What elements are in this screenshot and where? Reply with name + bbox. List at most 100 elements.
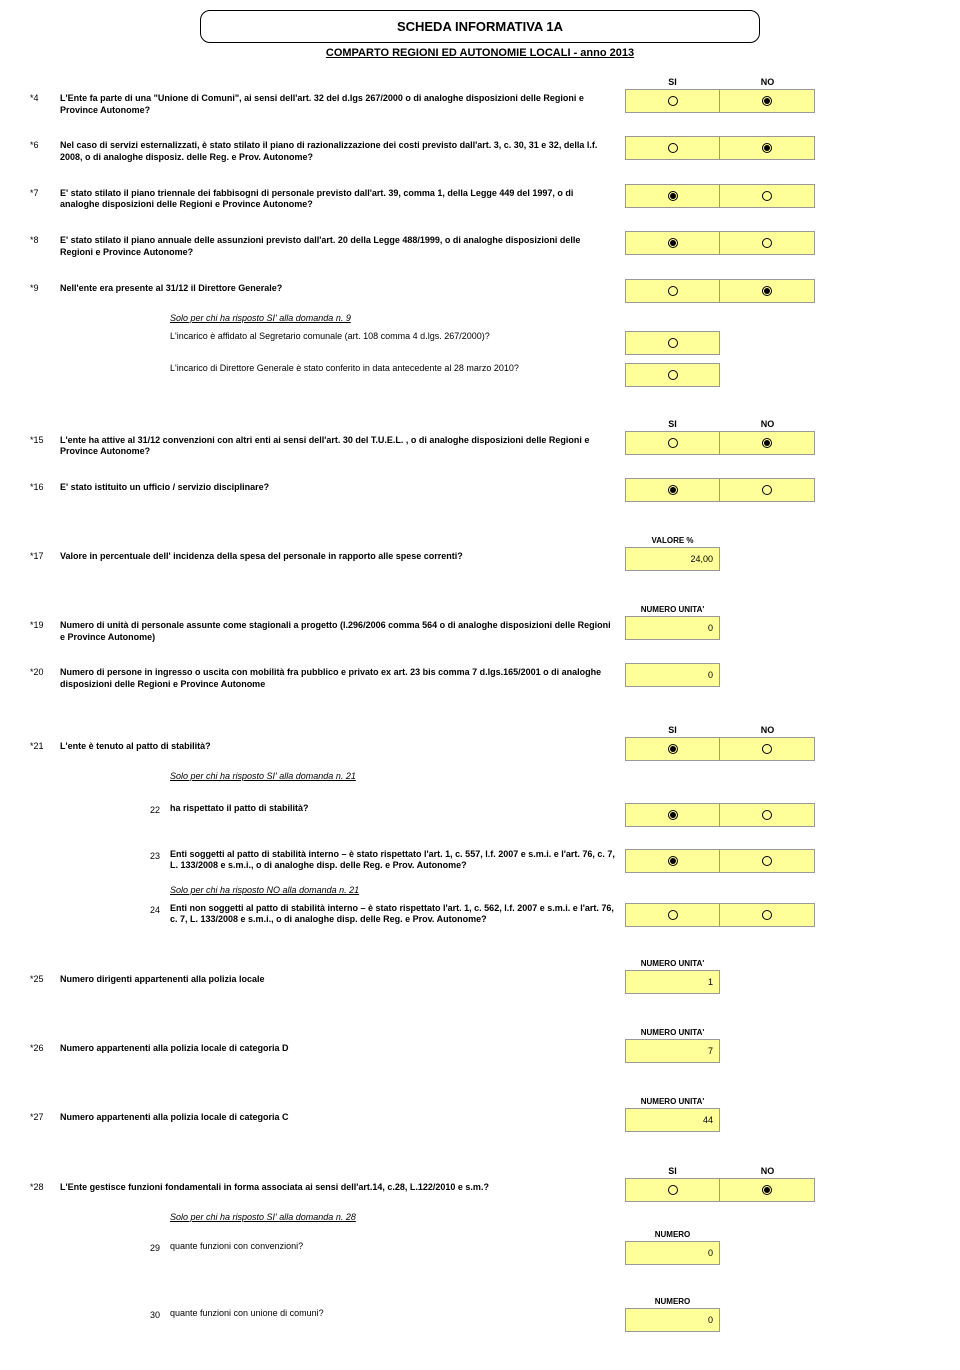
- q6-num: *6: [30, 136, 60, 150]
- question-16: *16 E' stato istituito un ufficio / serv…: [30, 478, 930, 502]
- header-numero: NUMERO: [625, 1230, 720, 1239]
- q25-text: Numero dirigenti appartenenti alla poliz…: [60, 970, 625, 986]
- header-numero-unita: NUMERO UNITA': [625, 959, 720, 968]
- radio-icon: [762, 191, 772, 201]
- q28-no-cell[interactable]: [720, 1178, 815, 1202]
- radio-icon: [668, 1185, 678, 1195]
- question-27: *27 Numero appartenenti alla polizia loc…: [30, 1108, 930, 1132]
- q23-no-cell[interactable]: [720, 849, 815, 873]
- q30-num: 30: [150, 1308, 170, 1332]
- q9-sub2-text: L'incarico di Direttore Generale è stato…: [170, 363, 625, 387]
- q20-num: *20: [30, 663, 60, 677]
- q23-num: 23: [150, 849, 170, 873]
- q7-text: E' stato stilato il piano triennale dei …: [60, 184, 625, 211]
- radio-icon: [668, 856, 678, 866]
- q29-value: 0: [625, 1241, 720, 1265]
- q4-no-cell[interactable]: [720, 89, 815, 113]
- q27-value: 44: [625, 1108, 720, 1132]
- q9-sub1-cell[interactable]: [625, 331, 720, 355]
- q24-si-cell[interactable]: [625, 903, 720, 927]
- q9-si-cell[interactable]: [625, 279, 720, 303]
- radio-icon: [762, 810, 772, 820]
- header-si: SI: [625, 77, 720, 87]
- q21-text: L'ente è tenuto al patto di stabilità?: [60, 737, 625, 753]
- q22-no-cell[interactable]: [720, 803, 815, 827]
- q22-text: ha rispettato il patto di stabilità?: [170, 803, 625, 827]
- header-si: SI: [625, 1166, 720, 1176]
- radio-icon: [668, 910, 678, 920]
- q9-sub2-cell[interactable]: [625, 363, 720, 387]
- q26-text: Numero appartenenti alla polizia locale …: [60, 1039, 625, 1055]
- q19-value: 0: [625, 616, 720, 640]
- q21-si-cell[interactable]: [625, 737, 720, 761]
- q27-text: Numero appartenenti alla polizia locale …: [60, 1108, 625, 1124]
- q15-si-cell[interactable]: [625, 431, 720, 455]
- q6-si-cell[interactable]: [625, 136, 720, 160]
- q20-value: 0: [625, 663, 720, 687]
- q4-si-cell[interactable]: [625, 89, 720, 113]
- radio-icon: [668, 744, 678, 754]
- header-numero: NUMERO: [625, 1297, 720, 1306]
- q15-text: L'ente ha attive al 31/12 convenzioni co…: [60, 431, 625, 458]
- q9-note: Solo per chi ha risposto SI' alla domand…: [170, 313, 930, 323]
- question-23: 23 Enti soggetti al patto di stabilità i…: [30, 849, 930, 873]
- q7-si-cell[interactable]: [625, 184, 720, 208]
- q15-num: *15: [30, 431, 60, 445]
- q15-no-cell[interactable]: [720, 431, 815, 455]
- q7-num: *7: [30, 184, 60, 198]
- doc-title: SCHEDA INFORMATIVA 1A: [200, 10, 760, 43]
- q24-no-cell[interactable]: [720, 903, 815, 927]
- question-21: *21 L'ente è tenuto al patto di stabilit…: [30, 737, 930, 761]
- header-si: SI: [625, 725, 720, 735]
- q9-sub2-row: L'incarico di Direttore Generale è stato…: [30, 363, 930, 387]
- q8-text: E' stato stilato il piano annuale delle …: [60, 231, 625, 258]
- q9-num: *9: [30, 279, 60, 293]
- q9-sub1-text: L'incarico è affidato al Segretario comu…: [170, 331, 625, 355]
- subtitle: COMPARTO REGIONI ED AUTONOMIE LOCALI - a…: [30, 47, 930, 59]
- q8-num: *8: [30, 231, 60, 245]
- q30-text: quante funzioni con unione di comuni?: [170, 1308, 625, 1332]
- radio-icon: [762, 143, 772, 153]
- q8-si-cell[interactable]: [625, 231, 720, 255]
- q28-si-cell[interactable]: [625, 1178, 720, 1202]
- q9-text: Nell'ente era presente al 31/12 il Diret…: [60, 279, 625, 295]
- question-25: *25 Numero dirigenti appartenenti alla p…: [30, 970, 930, 994]
- q29-num: 29: [150, 1241, 170, 1265]
- q21-note-no: Solo per chi ha risposto NO alla domanda…: [170, 885, 930, 895]
- q16-num: *16: [30, 478, 60, 492]
- radio-icon: [762, 238, 772, 248]
- question-28: *28 L'Ente gestisce funzioni fondamental…: [30, 1178, 930, 1202]
- q22-si-cell[interactable]: [625, 803, 720, 827]
- radio-icon: [762, 910, 772, 920]
- radio-icon: [668, 286, 678, 296]
- q21-note-si: Solo per chi ha risposto SI' alla domand…: [170, 771, 930, 781]
- q21-no-cell[interactable]: [720, 737, 815, 761]
- question-8: *8 E' stato stilato il piano annuale del…: [30, 231, 930, 258]
- header-si: SI: [625, 419, 720, 429]
- q28-note: Solo per chi ha risposto SI' alla domand…: [170, 1212, 930, 1222]
- header-no: NO: [720, 77, 815, 87]
- q28-text: L'Ente gestisce funzioni fondamentali in…: [60, 1178, 625, 1194]
- q24-text: Enti non soggetti al patto di stabilità …: [170, 903, 625, 927]
- radio-icon: [668, 191, 678, 201]
- question-26: *26 Numero appartenenti alla polizia loc…: [30, 1039, 930, 1063]
- q16-no-cell[interactable]: [720, 478, 815, 502]
- q8-no-cell[interactable]: [720, 231, 815, 255]
- radio-icon: [668, 238, 678, 248]
- q30-value: 0: [625, 1308, 720, 1332]
- radio-icon: [762, 438, 772, 448]
- radio-icon: [762, 286, 772, 296]
- q16-si-cell[interactable]: [625, 478, 720, 502]
- q24-num: 24: [150, 903, 170, 927]
- q23-text: Enti soggetti al patto di stabilità inte…: [170, 849, 625, 873]
- q23-si-cell[interactable]: [625, 849, 720, 873]
- question-15: *15 L'ente ha attive al 31/12 convenzion…: [30, 431, 930, 458]
- q7-no-cell[interactable]: [720, 184, 815, 208]
- q9-no-cell[interactable]: [720, 279, 815, 303]
- radio-icon: [762, 744, 772, 754]
- q16-text: E' stato istituito un ufficio / servizio…: [60, 478, 625, 494]
- q6-no-cell[interactable]: [720, 136, 815, 160]
- header-si-no-2: SI NO: [625, 419, 930, 429]
- q25-value: 1: [625, 970, 720, 994]
- q26-num: *26: [30, 1039, 60, 1053]
